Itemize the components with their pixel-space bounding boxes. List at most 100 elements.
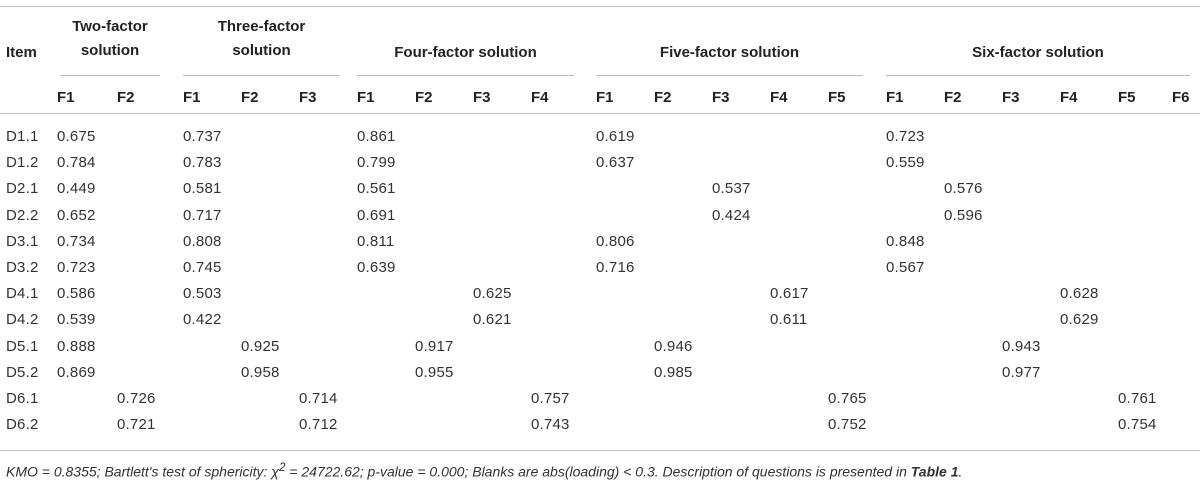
loading-value: 0.745 <box>183 259 222 276</box>
loading-value: 0.586 <box>57 285 96 302</box>
group-header-3-factor: Three-factor <box>217 18 306 35</box>
factor-header: F4 <box>770 89 788 106</box>
loading-value: 0.717 <box>183 207 222 224</box>
loading-value: 0.539 <box>57 311 96 328</box>
factor-header: F1 <box>886 89 904 106</box>
row-item-label: D6.2 <box>6 416 39 433</box>
factor-header: F1 <box>57 89 75 106</box>
loading-value: 0.799 <box>357 154 396 171</box>
factor-header: F1 <box>596 89 614 106</box>
factor-header: F4 <box>531 89 549 106</box>
loading-value: 0.714 <box>299 390 338 407</box>
row-item-label: D1.2 <box>6 154 39 171</box>
row-item-label: D1.1 <box>6 128 39 145</box>
loading-value: 0.726 <box>117 390 156 407</box>
row-item-label: D5.2 <box>6 364 39 381</box>
loading-value: 0.734 <box>57 233 96 250</box>
loading-value: 0.619 <box>596 128 635 145</box>
factor-header: F2 <box>241 89 259 106</box>
loading-value: 0.888 <box>57 338 96 355</box>
loading-value: 0.917 <box>415 338 454 355</box>
loading-value: 0.611 <box>770 311 808 328</box>
loading-value: 0.869 <box>57 364 96 381</box>
group-header-2-factor-line2: solution <box>80 42 140 59</box>
loading-value: 0.422 <box>183 311 222 328</box>
factor-header: F2 <box>117 89 135 106</box>
loading-value: 0.675 <box>57 128 96 145</box>
loading-value: 0.449 <box>57 180 96 197</box>
loading-value: 0.806 <box>596 233 635 250</box>
loading-value: 0.958 <box>241 364 280 381</box>
group-underline-5-factor <box>596 75 863 76</box>
footnote-text-2: = 24722.62; p-value = 0.000; Blanks are … <box>285 463 911 480</box>
group-underline-2-factor <box>60 75 160 76</box>
footnote-superscript: 2 <box>278 461 286 474</box>
row-item-label: D6.1 <box>6 390 39 407</box>
factor-header: F1 <box>183 89 201 106</box>
loading-value: 0.424 <box>712 207 751 224</box>
row-item-label: D2.1 <box>6 180 39 197</box>
row-item-label: D4.2 <box>6 311 39 328</box>
loading-value: 0.955 <box>415 364 454 381</box>
group-header-6-factor: Six-factor solution <box>972 44 1104 61</box>
loading-value: 0.721 <box>117 416 156 433</box>
loading-value: 0.946 <box>654 338 693 355</box>
table-footnote: KMO = 0.8355; Bartlett's test of spheric… <box>6 461 962 480</box>
loading-value: 0.621 <box>473 311 512 328</box>
footnote-table-ref[interactable]: Table 1 <box>910 463 959 480</box>
loading-value: 0.596 <box>944 207 983 224</box>
loading-value: 0.581 <box>183 180 222 197</box>
loading-value: 0.848 <box>886 233 925 250</box>
header-bottom-rule <box>0 113 1200 114</box>
loading-value: 0.712 <box>299 416 338 433</box>
loading-value: 0.783 <box>183 154 222 171</box>
factor-header: F2 <box>944 89 962 106</box>
loading-value: 0.754 <box>1118 416 1157 433</box>
row-item-label: D2.2 <box>6 207 39 224</box>
loading-value: 0.576 <box>944 180 983 197</box>
loading-value: 0.629 <box>1060 311 1099 328</box>
loading-value: 0.757 <box>531 390 570 407</box>
loading-value: 0.628 <box>1060 285 1099 302</box>
loading-value: 0.808 <box>183 233 222 250</box>
row-item-label: D5.1 <box>6 338 39 355</box>
loading-value: 0.561 <box>357 180 396 197</box>
row-item-label: D3.2 <box>6 259 39 276</box>
footnote-text-1: KMO = 0.8355; Bartlett's test of spheric… <box>6 463 279 480</box>
loading-value: 0.925 <box>241 338 280 355</box>
group-header-4-factor: Four-factor solution <box>394 44 537 61</box>
factor-header: F3 <box>1002 89 1020 106</box>
loading-value: 0.567 <box>886 259 925 276</box>
loading-value: 0.652 <box>57 207 96 224</box>
loading-value: 0.723 <box>57 259 96 276</box>
loading-value: 0.637 <box>596 154 635 171</box>
loading-value: 0.716 <box>596 259 635 276</box>
loading-value: 0.784 <box>57 154 96 171</box>
group-underline-4-factor <box>357 75 574 76</box>
loading-value: 0.811 <box>357 233 395 250</box>
group-header-5-factor: Five-factor solution <box>659 44 800 61</box>
factor-header: F2 <box>415 89 433 106</box>
loading-value: 0.977 <box>1002 364 1041 381</box>
factor-header: F5 <box>828 89 846 106</box>
footnote-text-3: . <box>958 463 963 480</box>
group-header-2-factor: Two-factor <box>72 18 148 35</box>
table-top-rule <box>0 6 1200 7</box>
loading-value: 0.752 <box>828 416 867 433</box>
loading-value: 0.625 <box>473 285 512 302</box>
loading-value: 0.861 <box>357 128 396 145</box>
item-column-header: Item <box>6 44 37 61</box>
loading-value: 0.617 <box>770 285 809 302</box>
loading-value: 0.761 <box>1118 390 1157 407</box>
table-bottom-rule <box>0 450 1200 451</box>
loading-value: 0.691 <box>357 207 396 224</box>
factor-header: F1 <box>357 89 375 106</box>
group-header-3-factor-line2: solution <box>232 42 291 59</box>
loading-value: 0.743 <box>531 416 570 433</box>
factor-header: F2 <box>654 89 672 106</box>
factor-header: F5 <box>1118 89 1136 106</box>
factor-header: F3 <box>473 89 491 106</box>
loading-value: 0.765 <box>828 390 867 407</box>
loading-value: 0.985 <box>654 364 693 381</box>
loading-value: 0.639 <box>357 259 396 276</box>
